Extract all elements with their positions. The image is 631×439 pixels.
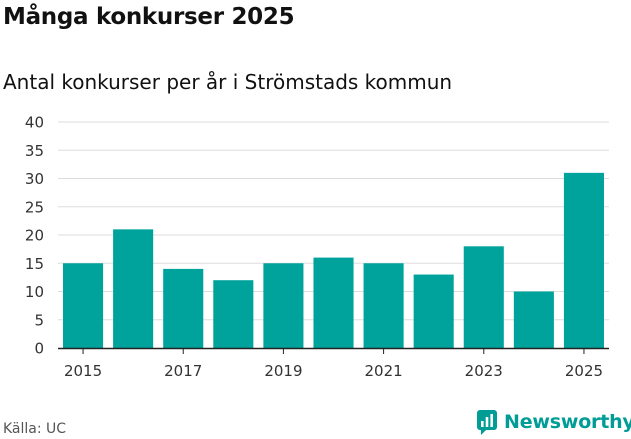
bar-2023 [463, 246, 504, 348]
x-tick-label: 2015 [64, 362, 102, 380]
y-tick-label: 25 [25, 198, 44, 216]
brand-logo[interactable]: Newsworthy [476, 408, 631, 436]
y-tick-label: 30 [25, 170, 44, 188]
y-axis-ticks: 0 5 10 15 20 25 30 35 40 [25, 114, 44, 358]
bar-2019 [263, 263, 304, 348]
y-tick-label: 5 [34, 311, 44, 329]
chart-title: Många konkurser 2025 [3, 4, 295, 30]
bar-2022 [413, 274, 454, 348]
y-tick-label: 35 [25, 142, 44, 160]
bar-2021 [363, 263, 404, 348]
chart-subtitle: Antal konkurser per år i Strömstads komm… [3, 70, 453, 94]
y-tick-label: 10 [25, 283, 44, 301]
x-tick-label: 2025 [565, 362, 603, 380]
y-tick-label: 0 [34, 340, 44, 358]
x-tick-label: 2023 [465, 362, 503, 380]
bar-2015 [63, 263, 104, 348]
bar-2024 [513, 291, 554, 348]
bars [63, 172, 604, 348]
newsworthy-logo-icon [477, 410, 497, 435]
bar-2025 [563, 172, 604, 348]
y-tick-label: 40 [25, 114, 44, 132]
bar-2020 [313, 257, 354, 348]
brand-name: Newsworthy [504, 411, 631, 433]
bar-2017 [163, 268, 204, 348]
x-tick-label: 2019 [264, 362, 302, 380]
bar-2018 [213, 280, 254, 348]
x-tick-label: 2017 [164, 362, 202, 380]
x-axis-ticks: 2015 2017 2019 2021 2023 2025 [64, 348, 603, 380]
y-tick-label: 20 [25, 227, 44, 245]
x-tick-label: 2021 [364, 362, 402, 380]
y-tick-label: 15 [25, 255, 44, 273]
bar-2016 [113, 229, 154, 348]
source-note: Källa: UC [3, 421, 67, 437]
